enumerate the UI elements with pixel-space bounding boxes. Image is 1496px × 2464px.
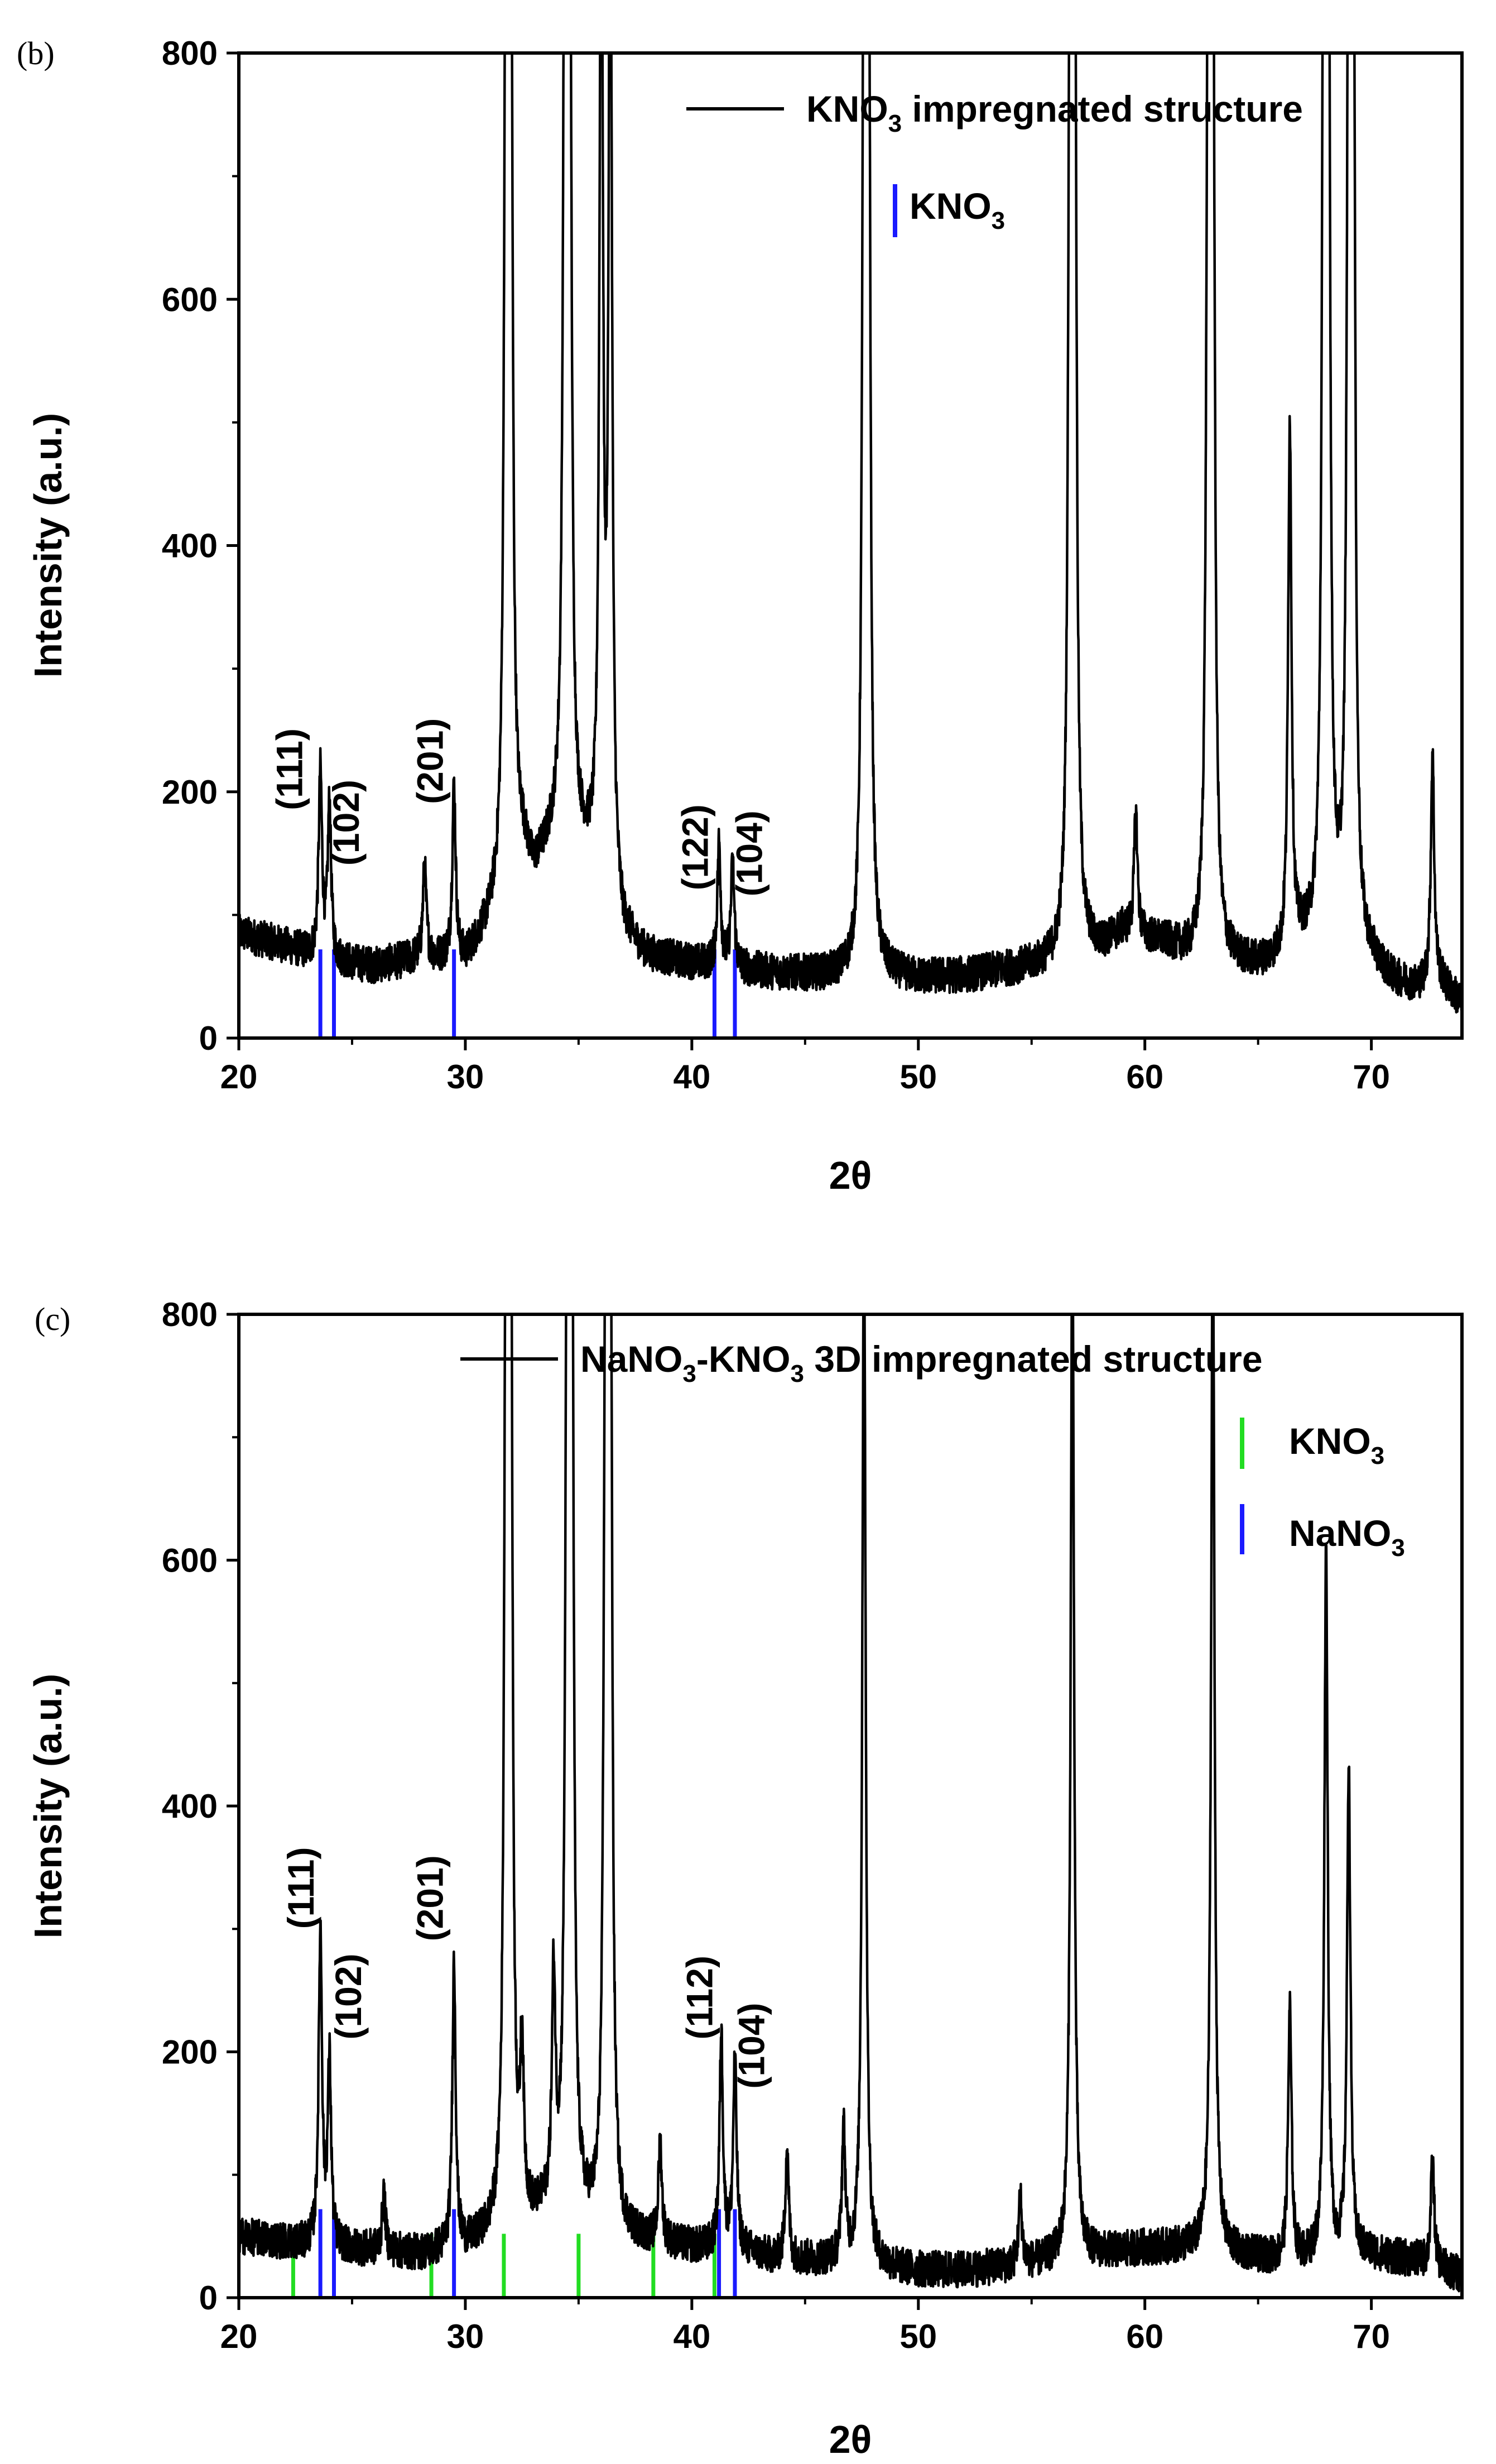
x-tick-label: 20 bbox=[220, 2318, 258, 2355]
peak-label-4: (104) bbox=[731, 2003, 772, 2089]
y-tick-label: 800 bbox=[162, 35, 218, 72]
peak-label-1: (102) bbox=[328, 1953, 369, 2039]
peak-label-0: (111) bbox=[269, 728, 310, 810]
peak-label-0: (111) bbox=[280, 1847, 321, 1929]
plot-layer: (111) (102) (201) (122) (104) bbox=[239, 53, 1462, 1038]
legend: KNO3 impregnated structure KNO3 bbox=[686, 88, 1303, 237]
y-tick-label: 0 bbox=[199, 2279, 218, 2317]
legend-label-kno3: KNO3 bbox=[910, 185, 1005, 234]
y-tick-label: 200 bbox=[162, 774, 218, 811]
panel-label: (c) bbox=[35, 1301, 70, 1337]
panel-b: (b) (111) (102) (201) (122) (104) 20 30 40 50 60… bbox=[17, 35, 1464, 1197]
x-axis-title: 2θ bbox=[829, 2418, 872, 2461]
legend-label-series: KNO3 impregnated structure bbox=[806, 88, 1303, 137]
series-line-0 bbox=[239, 53, 1462, 1014]
peak-label-4: (104) bbox=[729, 810, 770, 896]
x-tick-label: 40 bbox=[673, 1058, 710, 1096]
legend-label-kno3: KNO3 bbox=[1289, 1420, 1384, 1469]
legend-label-nano3: NaNO3 bbox=[1289, 1512, 1405, 1562]
peak-label-3: (122) bbox=[674, 804, 715, 890]
x-tick-label: 50 bbox=[899, 1058, 937, 1096]
y-axis-title: Intensity (a.u.) bbox=[26, 1674, 70, 1938]
y-tick-label: 200 bbox=[162, 2034, 218, 2071]
axis-ticks: 20 30 40 50 60 70 0 200 400 600 800 bbox=[162, 1296, 1390, 2355]
y-tick-label: 0 bbox=[199, 1020, 218, 1057]
y-tick-label: 600 bbox=[162, 1542, 218, 1579]
panel-label: (b) bbox=[17, 35, 55, 71]
x-tick-label: 60 bbox=[1126, 2318, 1163, 2355]
legend: NaNO3-KNO3 3D impregnated structure KNO3… bbox=[460, 1338, 1405, 1562]
peak-label-2: (201) bbox=[409, 718, 450, 804]
axis-ticks: 20 30 40 50 60 70 0 200 400 600 800 bbox=[162, 35, 1390, 1096]
x-tick-label: 20 bbox=[220, 1058, 258, 1096]
x-tick-label: 50 bbox=[899, 2318, 937, 2355]
legend-label-series: NaNO3-KNO3 3D impregnated structure bbox=[580, 1338, 1263, 1387]
x-tick-label: 30 bbox=[447, 2318, 484, 2355]
series-line-0 bbox=[239, 1314, 1462, 2293]
panel-c: (c) (111)(102) (201) (112) (104) 20 30 40 50 60… bbox=[26, 1296, 1464, 2461]
y-tick-label: 800 bbox=[162, 1296, 218, 1333]
plot-layer: (111)(102) (201) (112) (104) bbox=[239, 1314, 1462, 2298]
x-tick-label: 60 bbox=[1126, 1058, 1163, 1096]
x-tick-label: 40 bbox=[673, 2318, 710, 2355]
x-tick-label: 70 bbox=[1353, 1058, 1390, 1096]
x-tick-label: 30 bbox=[447, 1058, 484, 1096]
y-tick-label: 400 bbox=[162, 1788, 218, 1825]
y-axis-title: Intensity (a.u.) bbox=[26, 413, 70, 678]
y-tick-label: 400 bbox=[162, 527, 218, 565]
y-tick-label: 600 bbox=[162, 281, 218, 318]
peak-label-2: (201) bbox=[409, 1855, 450, 1941]
peak-label-1: (102) bbox=[325, 780, 367, 866]
peak-label-3: (112) bbox=[679, 1956, 720, 2039]
x-tick-label: 70 bbox=[1353, 2318, 1390, 2355]
x-axis-title: 2θ bbox=[829, 1154, 872, 1197]
